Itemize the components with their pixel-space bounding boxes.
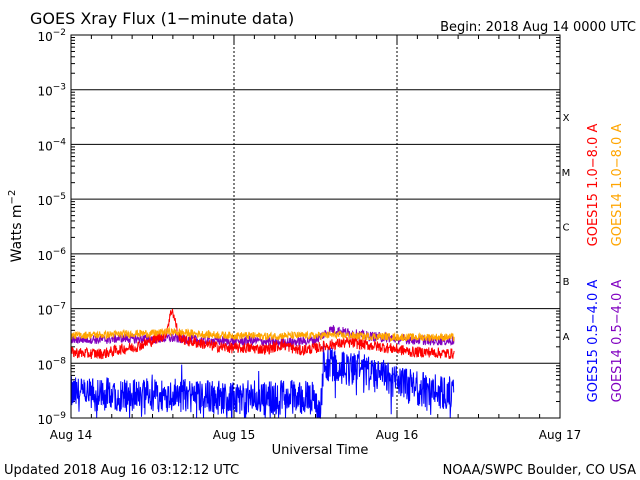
flare-class-label: M: [562, 168, 571, 179]
y-tick-label: 10−8: [37, 356, 66, 372]
plot-frame: [70, 34, 561, 419]
y-tick-label-exponent: −2: [53, 28, 66, 38]
x-axis-title: Universal Time: [272, 443, 369, 458]
y-axis-title: Watts m−2: [7, 190, 25, 263]
y-tick-label-base: 10: [37, 30, 52, 44]
credit-label: NOAA/SWPC Boulder, CO USA: [443, 463, 636, 478]
legend-label: GOES14 0.5−4.0 A: [610, 280, 625, 403]
legend-item: GOES15 0.5−4.0 A: [586, 280, 601, 403]
y-axis-labels: 10−210−310−410−510−610−710−810−9: [37, 28, 66, 427]
series-layer: [70, 308, 455, 420]
y-tick-label-exponent: −6: [53, 247, 67, 257]
flare-class-label: C: [563, 223, 570, 234]
flare-class-labels: X M C B A: [562, 113, 571, 343]
y-tick-label: 10−9: [37, 411, 66, 427]
series-line: [70, 308, 455, 360]
x-tick-label: Aug 15: [213, 428, 256, 442]
svg-text:Watts m−2: Watts m−2: [7, 190, 25, 263]
y-tick-label-base: 10: [37, 139, 52, 153]
flare-class-label: X: [563, 113, 570, 124]
legend-label: GOES14 1.0−8.0 A: [610, 124, 625, 247]
legend-item: GOES15 1.0−8.0 A: [586, 124, 601, 247]
y-tick-label-exponent: −7: [53, 302, 66, 312]
y-tick-label-base: 10: [37, 194, 52, 208]
x-axis-labels: Aug 14 Aug 15 Aug 16 Aug 17: [50, 428, 582, 442]
series-line: [70, 343, 455, 420]
legend-item: GOES14 1.0−8.0 A: [610, 124, 625, 247]
y-tick-label-exponent: −8: [53, 356, 67, 366]
series-line: [70, 326, 455, 343]
flare-class-label: B: [563, 277, 570, 288]
y-tick-label-exponent: −3: [53, 83, 66, 93]
y-axis-title-exponent: −2: [7, 190, 18, 205]
tick-marks: [70, 35, 561, 418]
y-tick-label: 10−5: [37, 192, 66, 208]
updated-timestamp: Updated 2018 Aug 16 03:12:12 UTC: [4, 463, 239, 478]
y-tick-label: 10−7: [37, 302, 66, 318]
flare-class-label: A: [563, 332, 570, 343]
y-tick-label-base: 10: [37, 413, 52, 427]
y-tick-label-exponent: −4: [53, 137, 67, 147]
x-tick-label: Aug 16: [376, 428, 419, 442]
legend-label: GOES15 1.0−8.0 A: [586, 124, 601, 247]
y-tick-label-base: 10: [37, 85, 52, 99]
legend-item: GOES14 0.5−4.0 A: [610, 280, 625, 403]
y-tick-label-base: 10: [37, 358, 52, 372]
begin-label: Begin: 2018 Aug 14 0000 UTC: [440, 20, 636, 35]
gridlines: [71, 35, 560, 418]
y-tick-label: 10−4: [37, 137, 66, 153]
y-tick-label-exponent: −5: [53, 192, 66, 202]
x-tick-label: Aug 17: [539, 428, 582, 442]
y-tick-label-base: 10: [37, 249, 52, 263]
legend-label: GOES15 0.5−4.0 A: [586, 280, 601, 403]
y-axis-title-text: Watts m: [9, 204, 25, 262]
y-tick-label: 10−3: [37, 83, 66, 99]
y-tick-label: 10−2: [37, 28, 66, 44]
y-tick-label-exponent: −9: [53, 411, 67, 421]
legend: GOES15 1.0−8.0 A GOES14 1.0−8.0 A GOES15 0…: [586, 124, 625, 403]
y-tick-label-base: 10: [37, 304, 52, 318]
chart-title: GOES Xray Flux (1−minute data): [30, 9, 294, 28]
y-tick-label: 10−6: [37, 247, 66, 263]
x-tick-label: Aug 14: [50, 428, 93, 442]
